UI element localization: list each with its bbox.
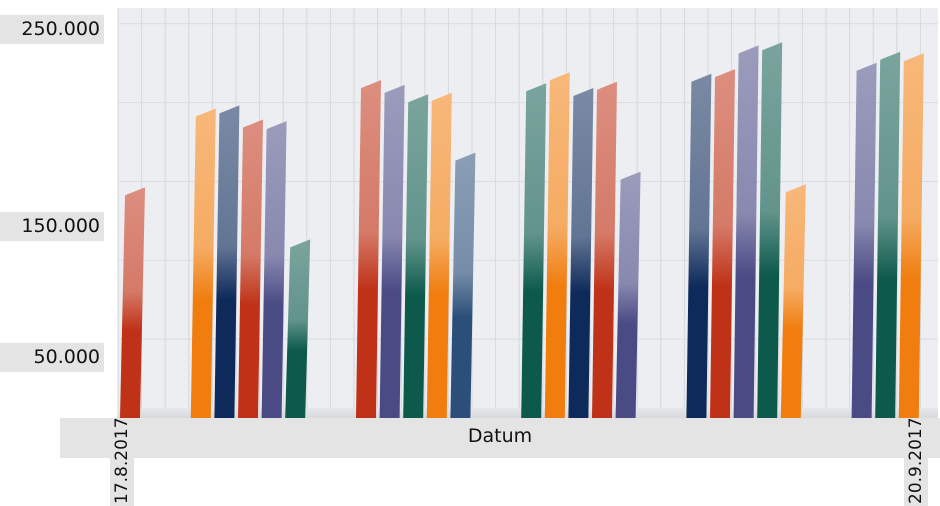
- bar: [285, 239, 311, 418]
- x-tick-label-end: 20.9.2017: [906, 417, 926, 504]
- bar: [190, 108, 216, 418]
- bar: [238, 119, 263, 419]
- bars: [118, 42, 938, 419]
- bar: [214, 105, 240, 418]
- x-tick-box-left: [110, 418, 134, 506]
- x-tick-label-start: 17.8.2017: [112, 417, 132, 504]
- bar: [851, 62, 877, 419]
- x-axis-title: Datum: [60, 418, 940, 458]
- bar: [403, 94, 429, 419]
- x-tick-box-right: [904, 418, 928, 506]
- bar: [261, 121, 287, 418]
- bar: [686, 73, 712, 419]
- bar: [426, 92, 452, 418]
- bar: [898, 53, 924, 419]
- bar: [120, 187, 145, 418]
- bar: [356, 80, 381, 418]
- bar: [592, 81, 617, 418]
- bar: [544, 72, 570, 418]
- bar: [733, 45, 759, 419]
- bar: [757, 42, 783, 419]
- y-tick-label: 50.000: [0, 343, 104, 372]
- bar: [568, 88, 594, 418]
- y-tick-label: 150.000: [0, 212, 104, 241]
- bar: [615, 171, 641, 418]
- bar: [450, 152, 476, 418]
- bar: [780, 184, 806, 418]
- bar: [875, 51, 901, 418]
- y-tick-label: 250.000: [0, 15, 104, 44]
- bar: [710, 69, 735, 419]
- bar: [521, 83, 547, 419]
- bar: [379, 84, 405, 418]
